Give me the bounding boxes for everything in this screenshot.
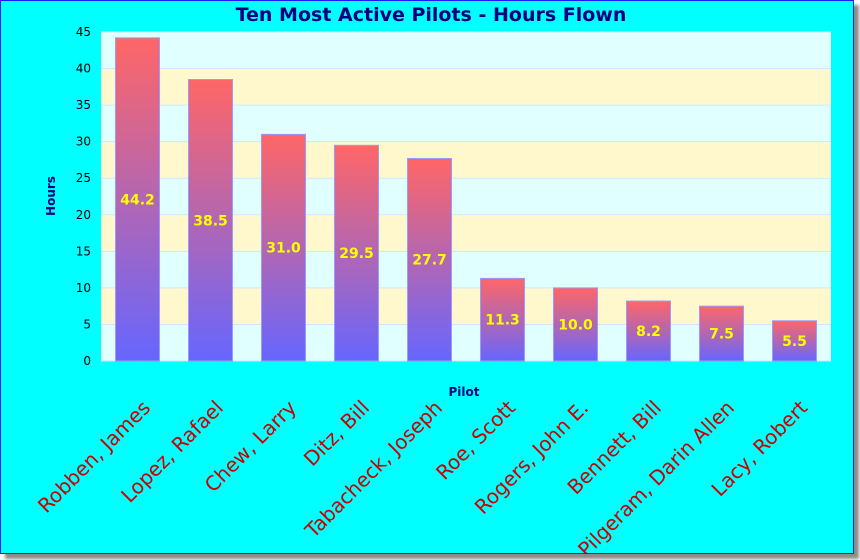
y-tick-label: 15 xyxy=(76,244,91,258)
bar-value-label: 7.5 xyxy=(709,327,734,343)
y-tick-label: 25 xyxy=(76,171,91,185)
plot-band xyxy=(101,32,831,69)
y-tick-label: 35 xyxy=(76,98,91,112)
bar xyxy=(699,305,744,362)
bar-value-label: 11.3 xyxy=(485,313,520,329)
y-tick-label: 30 xyxy=(76,135,91,149)
bar xyxy=(553,287,598,362)
y-tick-label: 45 xyxy=(76,25,91,39)
y-axis-title: Hours xyxy=(44,176,58,216)
y-tick-label: 0 xyxy=(83,354,91,368)
y-tick-label: 10 xyxy=(76,281,91,295)
y-tick-label: 40 xyxy=(76,62,91,76)
bar-value-label: 8.2 xyxy=(636,324,661,340)
y-tick-label: 5 xyxy=(83,317,91,331)
bar xyxy=(772,320,817,362)
bar-value-label: 44.2 xyxy=(120,192,155,208)
chart-title: Ten Most Active Pilots - Hours Flown xyxy=(236,4,627,26)
bar-chart: 0 5 10 15 20 25 30 35 40 45 44.2 38.5 31.0 29.5 27.7 1… xyxy=(33,4,831,553)
bar xyxy=(334,144,379,362)
bar xyxy=(407,157,452,362)
y-tick-label: 20 xyxy=(76,208,91,222)
bar xyxy=(115,37,160,362)
bars xyxy=(115,37,817,362)
bar xyxy=(626,300,671,362)
bar-value-label: 5.5 xyxy=(782,334,807,350)
bar xyxy=(188,79,233,362)
bar xyxy=(261,133,306,362)
bar-value-label: 10.0 xyxy=(558,317,593,333)
bar-value-label: 27.7 xyxy=(412,253,447,269)
x-axis-title: Pilot xyxy=(448,385,479,399)
bar-value-label: 31.0 xyxy=(266,241,301,257)
bar-value-label: 29.5 xyxy=(339,246,374,262)
bar xyxy=(480,277,525,362)
x-tick-label: Tabacheck, Joseph xyxy=(300,396,448,544)
value-labels: 44.2 38.5 31.0 29.5 27.7 11.3 10.0 8.2 7.5 5.5 xyxy=(120,192,807,349)
bar-value-label: 38.5 xyxy=(193,213,228,229)
y-axis-ticks: 0 5 10 15 20 25 30 35 40 45 xyxy=(76,25,91,368)
x-tick-label: Ditz, Bill xyxy=(299,396,374,471)
